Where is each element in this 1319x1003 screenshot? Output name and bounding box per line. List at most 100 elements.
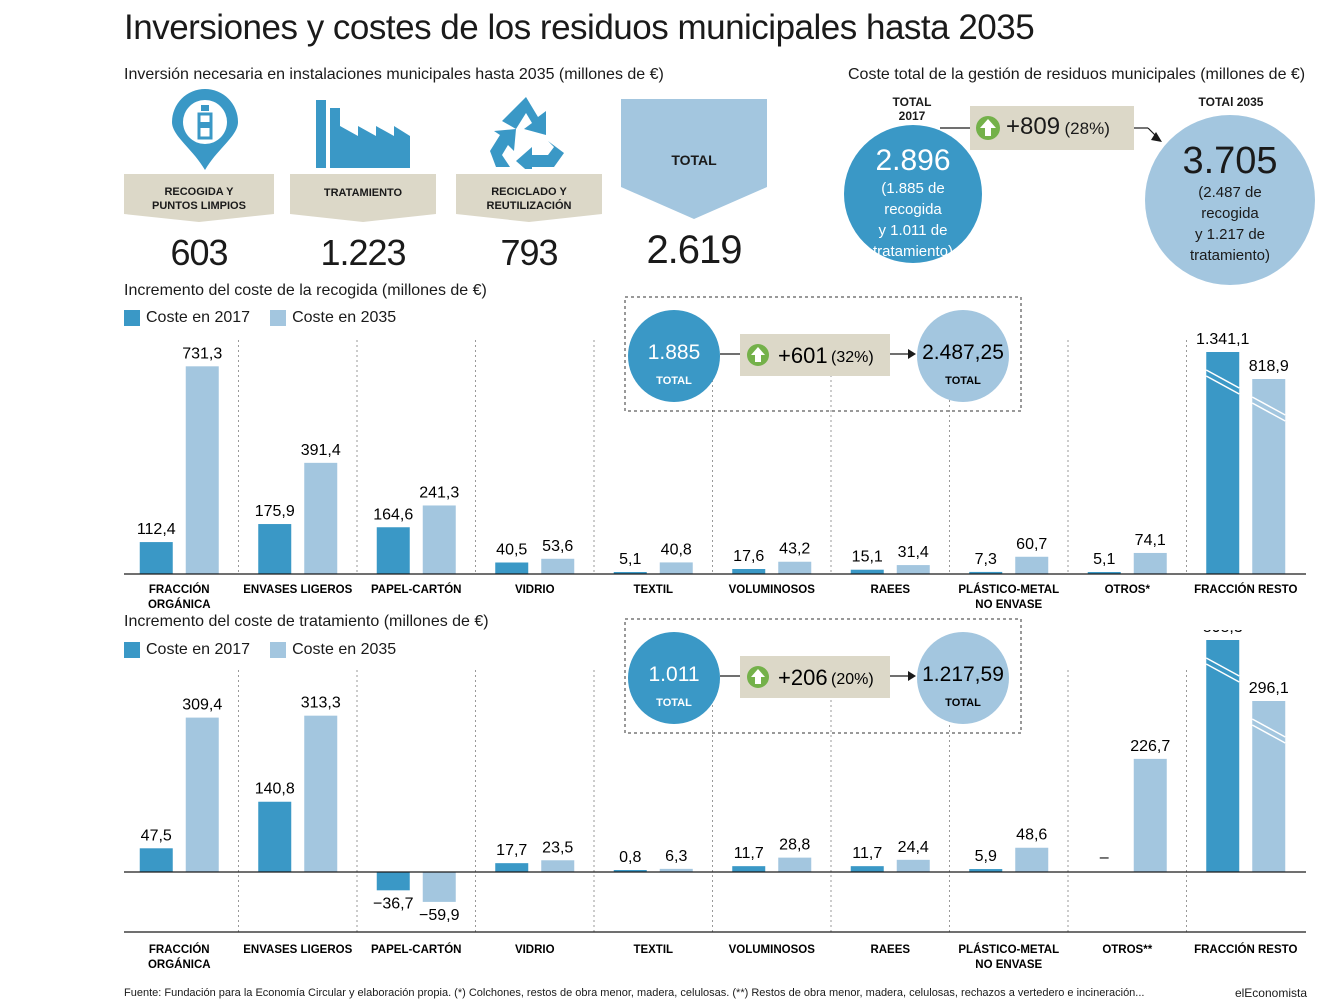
bar-2035 xyxy=(1252,379,1286,574)
recogida-summary: 1.885 TOTAL +601 (32%) 2.487,25 TOTAL xyxy=(624,296,1022,412)
total-2017-heading: TOTAL 2017 xyxy=(892,95,932,123)
total-2035-value: 3.705 xyxy=(1182,140,1278,182)
category-label: FRACCIÓN xyxy=(149,943,210,956)
data-label: 28,8 xyxy=(779,837,810,854)
summary-to-value: 2.487,25 xyxy=(922,341,1004,364)
bar-2017 xyxy=(732,866,766,872)
bar-2035 xyxy=(304,715,338,872)
bar-2017 xyxy=(495,863,529,872)
bar-2017 xyxy=(495,562,529,574)
data-label: 48,6 xyxy=(1016,827,1047,844)
banner-recogida xyxy=(124,174,274,222)
data-label: 24,4 xyxy=(898,839,929,856)
data-label: 11,7 xyxy=(734,845,764,862)
investment-value-recogida: 603 xyxy=(170,232,228,273)
data-label: 5,1 xyxy=(1093,551,1115,568)
data-label: 112,4 xyxy=(137,521,176,538)
summary-from-label: TOTAL xyxy=(656,375,692,387)
data-label: 23,5 xyxy=(542,839,573,856)
bar-2035 xyxy=(778,561,812,574)
chart2-legend: Coste en 2017 Coste en 2035 xyxy=(124,641,416,659)
total-2035-heading: TOTAl 2035 xyxy=(1198,95,1264,109)
data-label: 0,8 xyxy=(619,849,641,866)
data-label: 43,2 xyxy=(779,541,810,558)
bar-2035 xyxy=(659,562,693,574)
bar-2017 xyxy=(258,801,292,872)
banner-reciclado xyxy=(456,174,602,222)
bar-2017 xyxy=(732,569,766,574)
category-label: FRACCIÓN RESTO xyxy=(1194,943,1297,956)
summary-to-label: TOTAL xyxy=(945,375,981,387)
summary-change-value: +206 xyxy=(778,665,828,690)
total-change-value: +809 xyxy=(1006,113,1061,140)
data-label: 175,9 xyxy=(255,503,295,520)
category-label: VIDRIO xyxy=(515,584,555,596)
recogida-chart: 112,4 731,3 FRACCIÓN ORGÁNICA 175,9 391,4 ENVA… xyxy=(124,331,1306,611)
category-label: VOLUMINOSOS xyxy=(729,584,816,596)
factory-icon xyxy=(316,100,410,168)
footer-brand: elEconomista xyxy=(1234,986,1307,1000)
bar-2035 xyxy=(422,505,456,574)
data-label: 808,3 xyxy=(1203,630,1243,636)
total-2017-value: 2.896 xyxy=(875,144,951,177)
category-label: FRACCIÓN xyxy=(149,583,210,596)
bar-2017 xyxy=(613,572,647,574)
bar-2035 xyxy=(185,366,219,574)
summary-change-value: +601 xyxy=(778,343,828,368)
summary-from-label: TOTAL xyxy=(656,697,692,709)
data-label: −36,7 xyxy=(373,895,414,912)
category-label: PAPEL-CARTÓN xyxy=(371,583,462,596)
data-label: 296,1 xyxy=(1249,680,1289,697)
bar-2035 xyxy=(1015,847,1049,872)
investment-title: Inversión necesaria en instalaciones mun… xyxy=(124,66,664,83)
total-change: +809 (28%) xyxy=(1006,113,1110,141)
legend-swatch-2035 xyxy=(270,642,287,658)
total-2017-text: 2.896 (1.885 de recogida y 1.011 de trat… xyxy=(843,144,983,262)
bar-2017 xyxy=(969,571,1003,574)
bar-2017 xyxy=(258,524,292,574)
summary-to-circle xyxy=(917,632,1009,724)
chart1-title: Incremento del coste de la recogida (mil… xyxy=(124,282,487,299)
investment-label-recogida: RECOGIDA Y PUNTOS LIMPIOS xyxy=(152,186,246,212)
category-label: PLÁSTICO-METAL xyxy=(958,943,1059,956)
data-label: 15,1 xyxy=(852,549,883,566)
investment-total-label: TOTAL xyxy=(671,152,717,168)
data-label: 731,3 xyxy=(182,345,222,362)
tratamiento-chart: 47,5 309,4 FRACCIÓN ORGÁNICA 140,8 313,3 ENVAS… xyxy=(124,630,1306,971)
total-2035-text: 3.705 (2.487 de recogida y 1.217 de trat… xyxy=(1144,140,1316,266)
summary-to-value: 1.217,59 xyxy=(922,663,1004,686)
data-label: 7,3 xyxy=(975,551,997,568)
bar-2017 xyxy=(139,542,173,574)
category-label: VIDRIO xyxy=(515,944,555,956)
bar-2017 xyxy=(1206,352,1240,574)
data-label: – xyxy=(1100,849,1109,866)
summary-change-pct: (32%) xyxy=(831,349,874,366)
legend-label-2035: Coste en 2035 xyxy=(292,309,397,326)
bar-2035 xyxy=(896,565,930,574)
axis-break-mark xyxy=(1251,396,1286,422)
summary-frame xyxy=(624,618,1022,734)
chart2-title: Incremento del coste de tratamiento (mil… xyxy=(124,613,489,630)
investment-label-reciclado: RECICLADO Y REUTILIZACIÓN xyxy=(486,186,572,212)
summary-frame xyxy=(624,296,1022,412)
data-label: 40,5 xyxy=(496,541,527,558)
category-label: TEXTIL xyxy=(633,584,673,596)
banner-tratamiento xyxy=(290,174,436,222)
data-label: 226,7 xyxy=(1130,738,1170,755)
category-label: NO ENVASE xyxy=(975,599,1042,611)
bar-2017 xyxy=(376,527,410,574)
category-label: TEXTIL xyxy=(633,944,673,956)
bar-2017 xyxy=(850,569,884,574)
investment-value-tratamiento: 1.223 xyxy=(320,232,406,273)
total-change-pct: (28%) xyxy=(1064,119,1110,138)
data-label: 40,8 xyxy=(661,541,692,558)
bar-2017 xyxy=(1087,572,1121,574)
arrow-up-glyph xyxy=(751,347,765,362)
bar-2035 xyxy=(541,860,575,872)
summary-from-circle xyxy=(628,632,720,724)
legend-label-2017: Coste en 2017 xyxy=(146,641,251,658)
category-label: FRACCIÓN RESTO xyxy=(1194,583,1297,596)
bar-2035 xyxy=(896,859,930,872)
total-2035-circle xyxy=(1145,115,1315,285)
category-label: OTROS* xyxy=(1105,584,1151,596)
